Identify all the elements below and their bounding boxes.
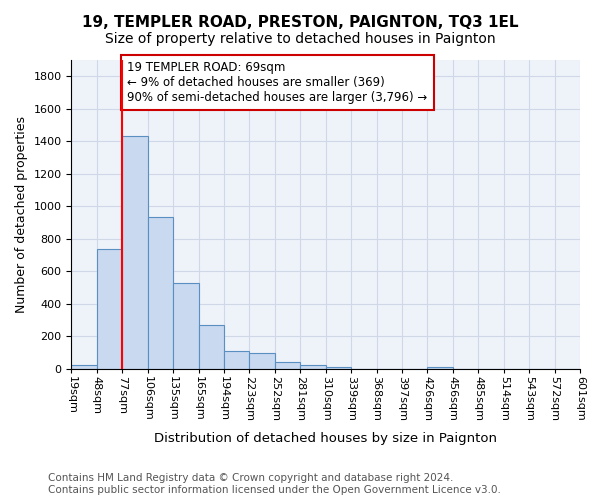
Bar — [300, 365, 326, 369]
Y-axis label: Number of detached properties: Number of detached properties — [15, 116, 28, 313]
Bar — [97, 248, 122, 369]
Bar — [122, 136, 148, 369]
Bar — [224, 351, 250, 369]
Text: 19 TEMPLER ROAD: 69sqm
← 9% of detached houses are smaller (369)
90% of semi-det: 19 TEMPLER ROAD: 69sqm ← 9% of detached … — [127, 62, 428, 104]
Text: Contains HM Land Registry data © Crown copyright and database right 2024.
Contai: Contains HM Land Registry data © Crown c… — [48, 474, 501, 495]
Text: Size of property relative to detached houses in Paignton: Size of property relative to detached ho… — [104, 32, 496, 46]
X-axis label: Distribution of detached houses by size in Paignton: Distribution of detached houses by size … — [154, 432, 497, 445]
Bar — [71, 365, 97, 369]
Bar — [427, 366, 453, 369]
Bar — [326, 366, 351, 369]
Bar — [275, 362, 300, 369]
Bar — [199, 325, 224, 369]
Bar — [173, 283, 199, 369]
Text: 19, TEMPLER ROAD, PRESTON, PAIGNTON, TQ3 1EL: 19, TEMPLER ROAD, PRESTON, PAIGNTON, TQ3… — [82, 15, 518, 30]
Bar — [148, 217, 173, 369]
Bar — [250, 352, 275, 369]
